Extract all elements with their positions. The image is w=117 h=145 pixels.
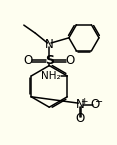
Text: +: + (80, 97, 87, 106)
Text: O: O (66, 54, 75, 67)
Text: N: N (76, 98, 85, 111)
Text: N: N (45, 38, 54, 51)
Text: O: O (24, 54, 33, 67)
Text: O: O (76, 112, 85, 125)
Text: O: O (91, 98, 100, 111)
Text: S: S (45, 54, 54, 67)
Text: NH₂: NH₂ (41, 71, 60, 81)
Text: −: − (95, 97, 103, 107)
